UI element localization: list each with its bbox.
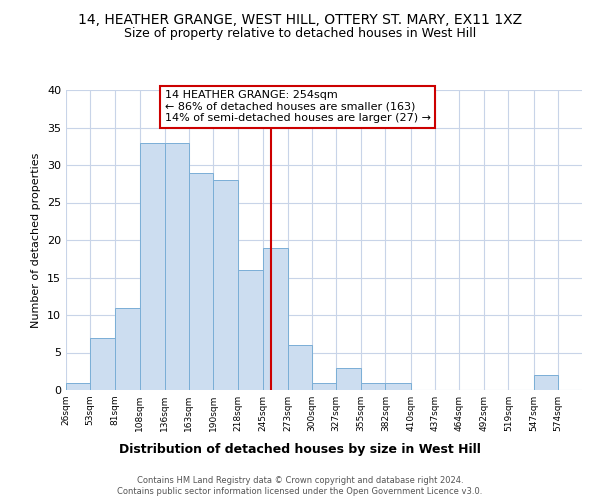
Bar — [238, 270, 263, 390]
Bar — [66, 382, 90, 390]
Bar — [90, 338, 115, 390]
Bar — [263, 248, 287, 390]
Text: 14 HEATHER GRANGE: 254sqm
← 86% of detached houses are smaller (163)
14% of semi: 14 HEATHER GRANGE: 254sqm ← 86% of detac… — [165, 90, 431, 123]
Text: Distribution of detached houses by size in West Hill: Distribution of detached houses by size … — [119, 442, 481, 456]
Bar — [213, 180, 238, 390]
Y-axis label: Number of detached properties: Number of detached properties — [31, 152, 41, 328]
Bar — [533, 375, 558, 390]
Text: 14, HEATHER GRANGE, WEST HILL, OTTERY ST. MARY, EX11 1XZ: 14, HEATHER GRANGE, WEST HILL, OTTERY ST… — [78, 12, 522, 26]
Bar — [361, 382, 385, 390]
Text: Contains public sector information licensed under the Open Government Licence v3: Contains public sector information licen… — [118, 488, 482, 496]
Bar — [115, 308, 140, 390]
Bar — [336, 368, 361, 390]
Text: Contains HM Land Registry data © Crown copyright and database right 2024.: Contains HM Land Registry data © Crown c… — [137, 476, 463, 485]
Bar — [312, 382, 336, 390]
Bar — [140, 142, 165, 390]
Bar — [287, 345, 312, 390]
Text: Size of property relative to detached houses in West Hill: Size of property relative to detached ho… — [124, 28, 476, 40]
Bar — [385, 382, 410, 390]
Bar — [189, 172, 213, 390]
Bar — [165, 142, 189, 390]
